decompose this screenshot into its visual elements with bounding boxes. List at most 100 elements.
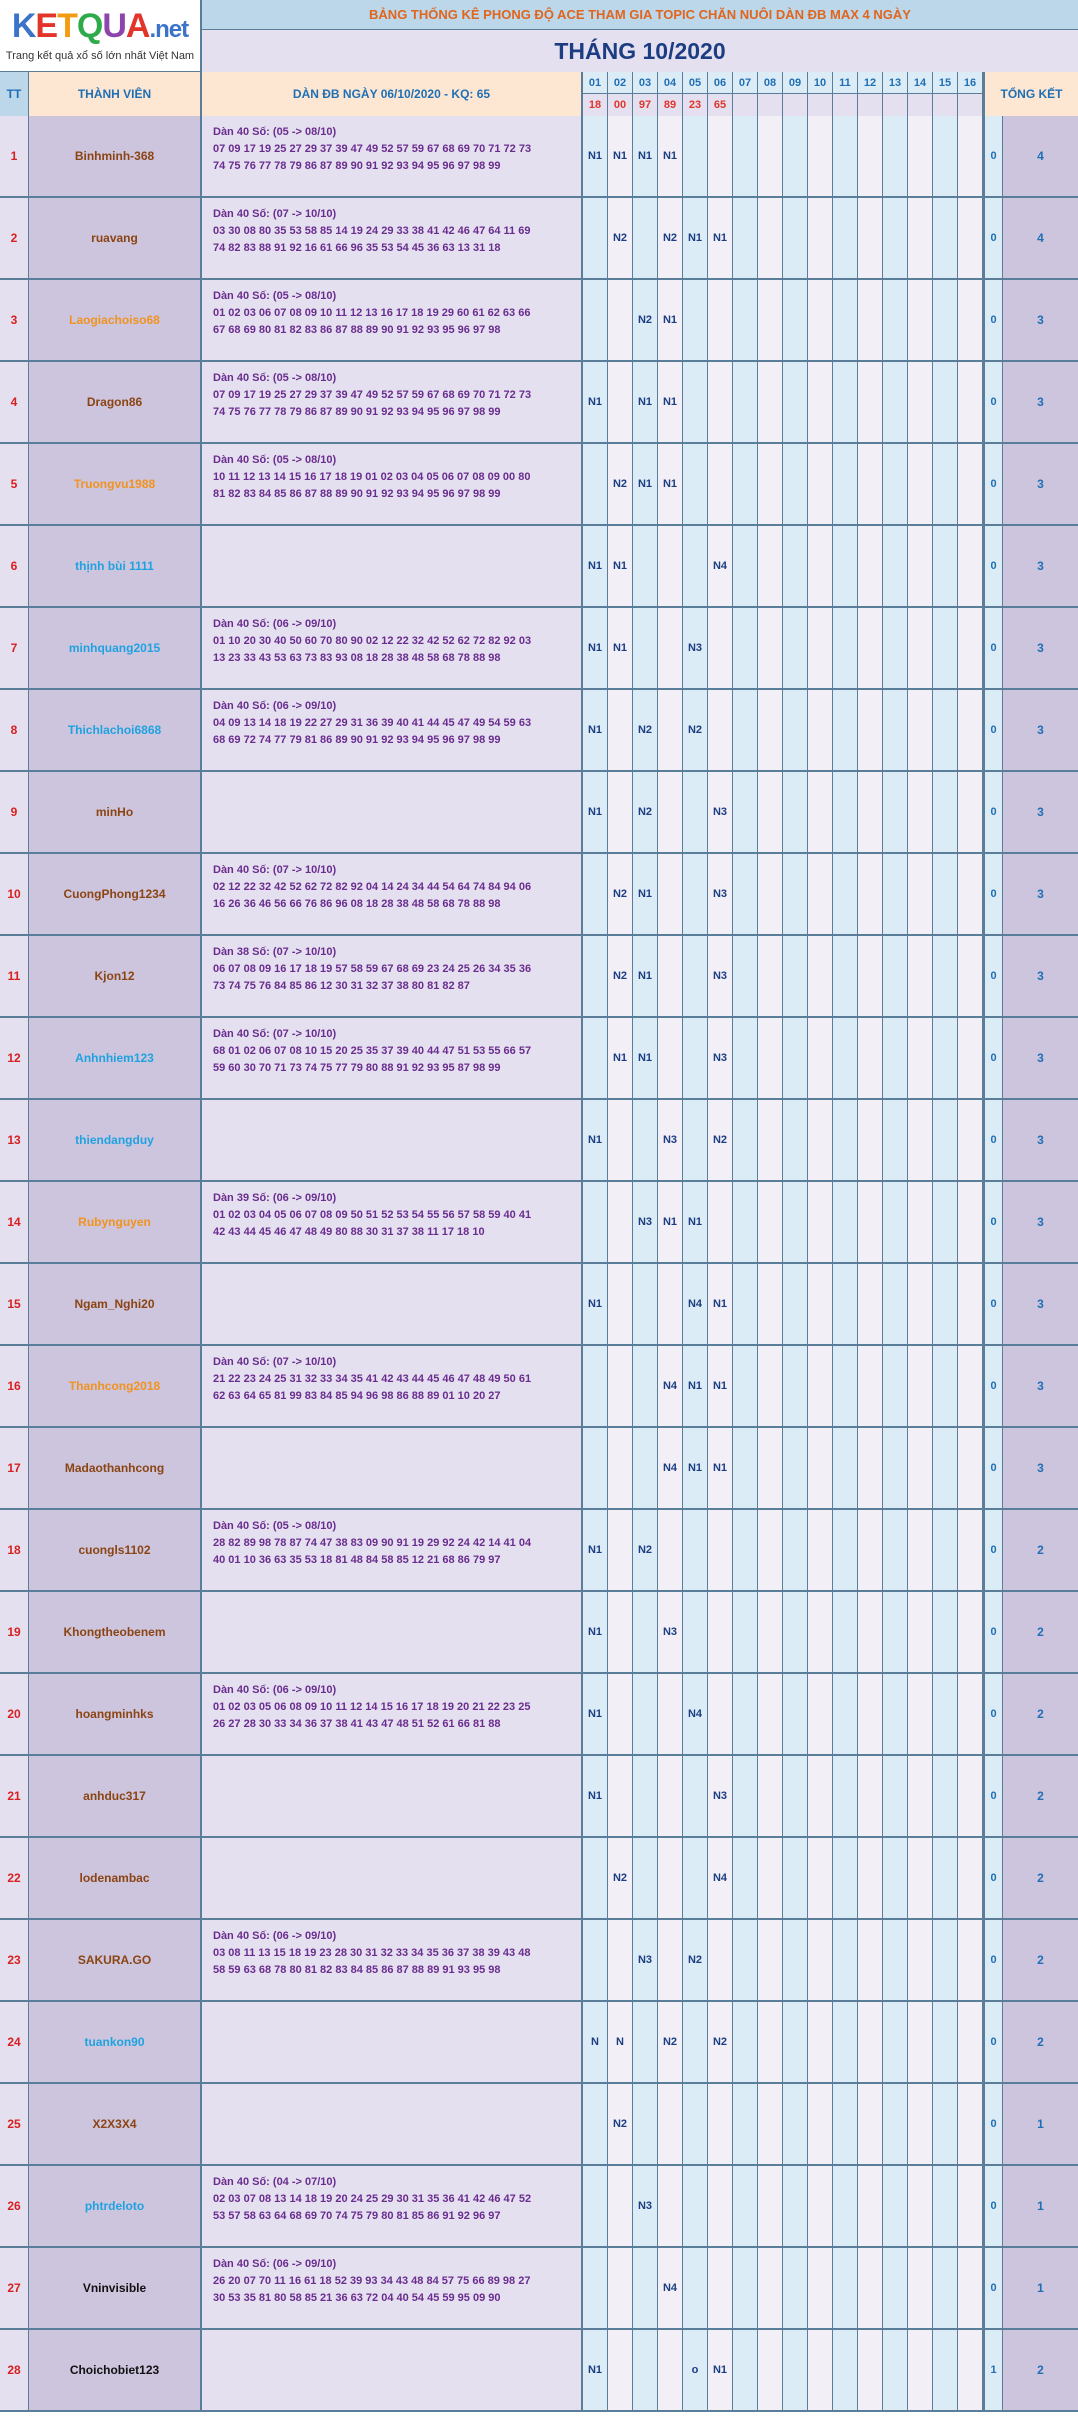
zero-count: 0 [983, 1264, 1003, 1344]
day-mark-13 [883, 2084, 908, 2164]
dan-numbers: Dàn 40 Số: (05 -> 08/10) 28 82 89 98 78 8… [202, 1510, 583, 1590]
member-name[interactable]: thịnh bùi 1111 [29, 526, 202, 606]
day-mark-12 [858, 854, 883, 934]
day-mark-15 [933, 116, 958, 196]
dan-line: Dàn 38 Số: (07 -> 10/10) [213, 946, 337, 958]
dan-line: Dàn 40 Số: (05 -> 08/10) [213, 290, 337, 302]
day-mark-05 [683, 936, 708, 1016]
day-mark-06: N3 [708, 772, 733, 852]
day-mark-13 [883, 1346, 908, 1426]
day-mark-04: N2 [658, 2002, 683, 2082]
day-mark-09 [783, 362, 808, 442]
day-mark-01: N [583, 2002, 608, 2082]
member-name[interactable]: minhquang2015 [29, 608, 202, 688]
day-mark-09 [783, 444, 808, 524]
member-name[interactable]: Thichlachoi6868 [29, 690, 202, 770]
day-mark-01: N1 [583, 116, 608, 196]
member-name[interactable]: X2X3X4 [29, 2084, 202, 2164]
day-number: 11 [833, 72, 857, 94]
day-mark-15 [933, 1100, 958, 1180]
member-name[interactable]: Khongtheobenem [29, 1592, 202, 1672]
member-name[interactable]: thiendangduy [29, 1100, 202, 1180]
member-name[interactable]: cuongls1102 [29, 1510, 202, 1590]
rank-number: 15 [0, 1264, 29, 1344]
member-name[interactable]: Thanhcong2018 [29, 1346, 202, 1426]
rank-number: 21 [0, 1756, 29, 1836]
member-name[interactable]: Binhminh-368 [29, 116, 202, 196]
day-mark-10 [808, 1756, 833, 1836]
member-name[interactable]: Kjon12 [29, 936, 202, 1016]
member-name[interactable]: Rubynguyen [29, 1182, 202, 1262]
table-row: 9 minHo N1 N2 N3 0 3 [0, 772, 1078, 854]
day-mark-04: N1 [658, 444, 683, 524]
day-mark-06: N1 [708, 2330, 733, 2410]
day-mark-15 [933, 772, 958, 852]
day-mark-15 [933, 526, 958, 606]
total-score: 3 [1003, 854, 1078, 934]
day-mark-15 [933, 1346, 958, 1426]
day-mark-10 [808, 2002, 833, 2082]
dan-numbers: Dàn 40 Số: (05 -> 08/10) 01 02 03 06 07 0… [202, 280, 583, 360]
day-mark-05 [683, 116, 708, 196]
member-name[interactable]: Dragon86 [29, 362, 202, 442]
day-mark-13 [883, 1264, 908, 1344]
member-name[interactable]: minHo [29, 772, 202, 852]
dan-line: 13 23 33 43 53 63 73 83 93 08 18 28 38 4… [213, 652, 501, 664]
member-name[interactable]: Anhnhiem123 [29, 1018, 202, 1098]
rank-number: 12 [0, 1018, 29, 1098]
day-mark-12 [858, 2330, 883, 2410]
day-header-12: 12 [858, 72, 883, 116]
day-mark-13 [883, 772, 908, 852]
day-mark-04: N1 [658, 362, 683, 442]
day-mark-16 [958, 198, 983, 278]
day-mark-07 [733, 1264, 758, 1344]
table-row: 22 lodenambac N2 N4 0 2 [0, 1838, 1078, 1920]
day-number: 08 [758, 72, 782, 94]
member-name[interactable]: tuankon90 [29, 2002, 202, 2082]
member-name[interactable]: lodenambac [29, 1838, 202, 1918]
day-mark-10 [808, 772, 833, 852]
day-mark-09 [783, 280, 808, 360]
day-mark-08 [758, 362, 783, 442]
day-header-09: 09 [783, 72, 808, 116]
col-header-dan: DÀN ĐB NGÀY 06/10/2020 - KQ: 65 [202, 72, 583, 116]
member-name[interactable]: hoangminhks [29, 1674, 202, 1754]
day-mark-04: N3 [658, 1100, 683, 1180]
day-mark-10 [808, 1592, 833, 1672]
day-mark-05 [683, 1756, 708, 1836]
member-name[interactable]: Choichobiet123 [29, 2330, 202, 2410]
day-mark-10 [808, 1428, 833, 1508]
member-name[interactable]: Truongvu1988 [29, 444, 202, 524]
day-mark-12 [858, 116, 883, 196]
member-name[interactable]: anhduc317 [29, 1756, 202, 1836]
day-mark-02: N1 [608, 116, 633, 196]
day-mark-12 [858, 1182, 883, 1262]
day-mark-13 [883, 1510, 908, 1590]
day-mark-11 [833, 1674, 858, 1754]
member-name[interactable]: phtrdeloto [29, 2166, 202, 2246]
dan-line: Dàn 40 Số: (06 -> 09/10) [213, 1930, 337, 1942]
day-mark-01: N1 [583, 1510, 608, 1590]
member-name[interactable]: SAKURA.GO [29, 1920, 202, 2000]
day-mark-07 [733, 2330, 758, 2410]
day-mark-09 [783, 1428, 808, 1508]
dan-line: 74 75 76 77 78 79 86 87 89 90 91 92 93 9… [213, 406, 501, 418]
member-name[interactable]: CuongPhong1234 [29, 854, 202, 934]
member-name[interactable]: ruavang [29, 198, 202, 278]
day-mark-14 [908, 2330, 933, 2410]
ketqua-logo[interactable]: KETQUA.net Trang kết quả xổ số lớn nhất … [0, 0, 202, 72]
member-name[interactable]: Laogiachoiso68 [29, 280, 202, 360]
day-mark-07 [733, 2084, 758, 2164]
day-mark-15 [933, 608, 958, 688]
day-number: 01 [583, 72, 607, 94]
day-mark-14 [908, 1920, 933, 2000]
day-mark-02: N1 [608, 1018, 633, 1098]
day-mark-12 [858, 444, 883, 524]
rank-number: 4 [0, 362, 29, 442]
member-name[interactable]: Madaothanhcong [29, 1428, 202, 1508]
day-mark-01: N1 [583, 1264, 608, 1344]
day-mark-16 [958, 1592, 983, 1672]
zero-count: 0 [983, 362, 1003, 442]
member-name[interactable]: Ngam_Nghi20 [29, 1264, 202, 1344]
member-name[interactable]: Vninvisible [29, 2248, 202, 2328]
